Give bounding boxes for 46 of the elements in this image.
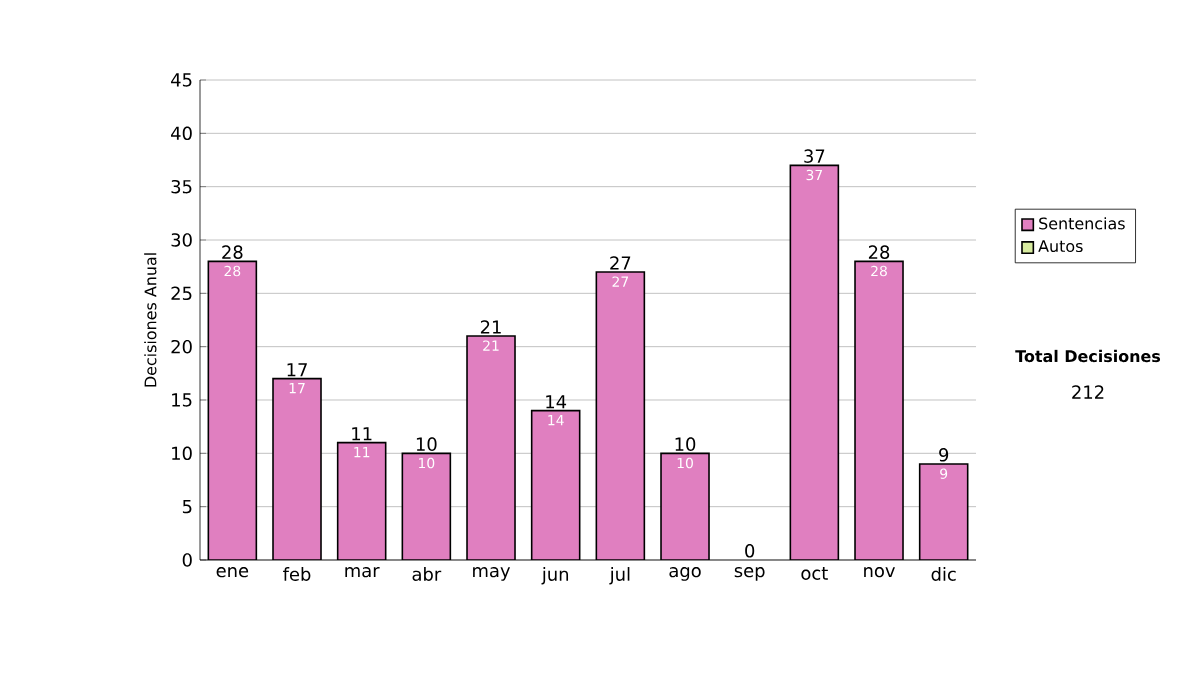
total-label: 17 <box>287 363 307 377</box>
total-label: 11 <box>352 427 372 441</box>
text: 212 <box>1072 385 1104 399</box>
x-tick-label: feb <box>283 567 311 581</box>
bar <box>401 452 452 560</box>
total-label: 10 <box>675 437 696 451</box>
x-tick-label: may <box>473 567 511 581</box>
total-label: 21 <box>480 320 501 334</box>
x-tick-label: ene <box>216 567 249 578</box>
x-tick-label: dic <box>931 567 956 581</box>
x-tick-label: ago <box>669 567 701 581</box>
y-tick-label: 45 <box>171 73 192 87</box>
bar <box>854 260 904 560</box>
x-tick-label: jul <box>609 567 630 585</box>
y-tick-label: 5 <box>182 500 192 514</box>
y-tick-label: 25 <box>171 286 192 301</box>
y-tick-label: 30 <box>171 233 192 247</box>
bar <box>660 452 710 560</box>
x-tick-label: jun <box>541 567 569 585</box>
total-label: 28 <box>222 245 243 259</box>
total-label: 10 <box>416 437 437 451</box>
x-tick-label: sep <box>734 567 765 581</box>
bar <box>272 377 322 560</box>
bar <box>918 463 969 560</box>
y-tick-label: 15 <box>172 393 192 407</box>
y-tick-label: 35 <box>171 179 192 194</box>
y-tick-label: 10 <box>172 446 192 461</box>
x-tick-label: abr <box>412 567 442 581</box>
x-tick-label: nov <box>864 567 895 578</box>
x-tick-label: mar <box>345 567 380 578</box>
bar <box>530 409 581 560</box>
total-label: 28 <box>868 245 890 259</box>
total-label: 37 <box>804 149 825 163</box>
bar <box>789 164 840 560</box>
bar <box>466 335 516 560</box>
x-tick-label: oct <box>801 567 828 580</box>
total-label: 9 <box>939 448 949 462</box>
total-label: 14 <box>546 395 567 409</box>
bar <box>207 260 258 560</box>
y-tick-label: 20 <box>171 339 192 354</box>
y-tick-label: 40 <box>171 126 192 141</box>
bar <box>595 271 646 560</box>
y-tick-label: 0 <box>182 553 192 567</box>
bar <box>336 441 387 560</box>
total-label: 0 <box>745 544 755 558</box>
total-label: 27 <box>610 256 631 270</box>
